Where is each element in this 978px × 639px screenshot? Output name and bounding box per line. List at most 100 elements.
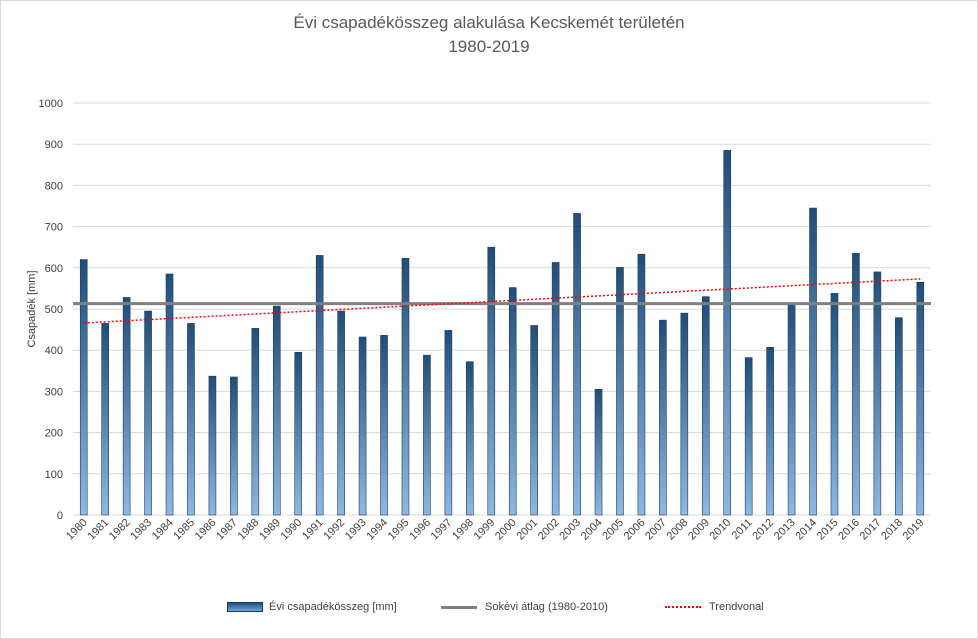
x-tick-label: 2015	[815, 517, 841, 543]
legend-item-average: Sokévi átlag (1980-2010)	[441, 601, 608, 613]
x-tick-label: 2017	[858, 517, 884, 543]
bar	[380, 335, 388, 516]
legend-bar-swatch	[227, 602, 263, 612]
x-tick-label: 2007	[643, 517, 669, 543]
x-tick-label: 2011	[730, 517, 755, 542]
bar	[680, 312, 689, 516]
x-tick-label: 1982	[107, 517, 133, 543]
bar	[852, 253, 860, 516]
y-tick-label: 1000	[39, 98, 63, 110]
bar	[573, 213, 581, 516]
bar	[294, 351, 303, 516]
x-tick-label: 2005	[600, 517, 626, 543]
legend-label-annual: Évi csapadékösszeg [mm]	[269, 601, 397, 613]
legend: Évi csapadékösszeg [mm] Sokévi átlag (19…	[1, 601, 977, 621]
x-tick-label: 2008	[665, 517, 691, 543]
x-tick-label: 1986	[193, 517, 219, 543]
x-tick-label: 1987	[214, 517, 240, 543]
bar	[637, 253, 646, 516]
x-tick-label: 1980	[64, 517, 90, 543]
x-tick-label: 2002	[536, 517, 562, 543]
bar	[444, 330, 453, 516]
bar	[187, 323, 195, 516]
y-tick-label: 600	[45, 263, 63, 275]
x-tick-label: 1981	[85, 517, 111, 543]
bar	[616, 267, 624, 516]
bar	[337, 310, 345, 516]
x-tick-label: 1996	[407, 517, 433, 543]
y-tick-label: 100	[45, 469, 63, 481]
bar	[208, 375, 217, 516]
x-tick-label: 2003	[557, 517, 583, 543]
bar	[165, 273, 174, 516]
bar	[466, 361, 474, 516]
bar	[423, 354, 431, 516]
x-tick-label: 2004	[579, 517, 605, 543]
y-axis-label: Csapadék [mm]	[26, 270, 38, 347]
y-tick-label: 500	[45, 304, 63, 316]
y-tick-label: 400	[45, 345, 63, 357]
x-tick-label: 1999	[472, 517, 498, 543]
legend-label-trend: Trendvonal	[709, 601, 764, 613]
x-tick-label: 1995	[386, 517, 412, 543]
legend-line-swatch	[441, 605, 477, 609]
x-tick-label: 1988	[236, 517, 262, 543]
bar	[530, 325, 538, 516]
bar	[122, 297, 131, 516]
x-tick-label: 2018	[879, 517, 905, 543]
bar	[744, 357, 753, 516]
bar	[809, 207, 817, 516]
bar	[916, 281, 925, 516]
x-tick-label: 1990	[279, 517, 305, 543]
x-tick-label: 1994	[364, 517, 390, 543]
bar	[358, 336, 367, 516]
bar	[272, 305, 281, 516]
y-tick-label: 300	[45, 386, 63, 398]
x-tick-label: 2010	[708, 517, 734, 543]
y-tick-label: 0	[57, 510, 63, 522]
bar	[895, 317, 903, 516]
x-tick-label: 1998	[450, 517, 476, 543]
bar	[830, 293, 839, 516]
chart-subtitle: 1980-2019	[448, 37, 530, 56]
x-tick-label: 2000	[493, 517, 519, 543]
legend-item-trend: Trendvonal	[665, 601, 764, 613]
bar	[787, 303, 796, 516]
x-tick-label: 2006	[622, 517, 648, 543]
x-tick-label: 1993	[343, 517, 369, 543]
x-tick-label: 1997	[429, 517, 455, 543]
bar	[487, 246, 496, 516]
x-tick-label: 1985	[171, 517, 197, 543]
chart-title: Évi csapadékösszeg alakulása Kecskemét t…	[293, 13, 685, 32]
bar	[659, 319, 667, 516]
x-tick-label: 1989	[257, 517, 283, 543]
y-tick-label: 200	[45, 428, 63, 440]
bar	[144, 310, 152, 516]
bar	[508, 287, 517, 516]
x-tick-label: 1992	[321, 517, 347, 543]
bar	[766, 347, 774, 516]
legend-label-average: Sokévi átlag (1980-2010)	[485, 601, 608, 613]
bar	[594, 389, 603, 516]
x-tick-label: 2016	[836, 517, 862, 543]
legend-item-annual: Évi csapadékösszeg [mm]	[227, 601, 397, 613]
bar	[401, 258, 410, 516]
plot-area: Csapadék [mm] 0 100 200 300 400 500 600 700 800 9…	[26, 98, 931, 543]
legend-dotted-swatch	[665, 606, 701, 608]
bar	[315, 255, 324, 516]
bar	[251, 328, 260, 516]
x-tick-label: 2012	[750, 517, 776, 543]
bar	[79, 259, 88, 516]
x-tick-label: 1983	[128, 517, 154, 543]
bar	[701, 296, 710, 516]
bar	[873, 271, 882, 516]
x-tick-label: 1991	[300, 517, 326, 543]
x-tick-label: 2014	[793, 517, 819, 543]
y-tick-label: 700	[45, 222, 63, 234]
y-tick-label: 900	[45, 139, 63, 151]
x-tick-label: 2009	[686, 517, 712, 543]
bar	[101, 323, 109, 516]
x-tick-label: 2013	[772, 517, 798, 543]
bar	[723, 150, 732, 516]
